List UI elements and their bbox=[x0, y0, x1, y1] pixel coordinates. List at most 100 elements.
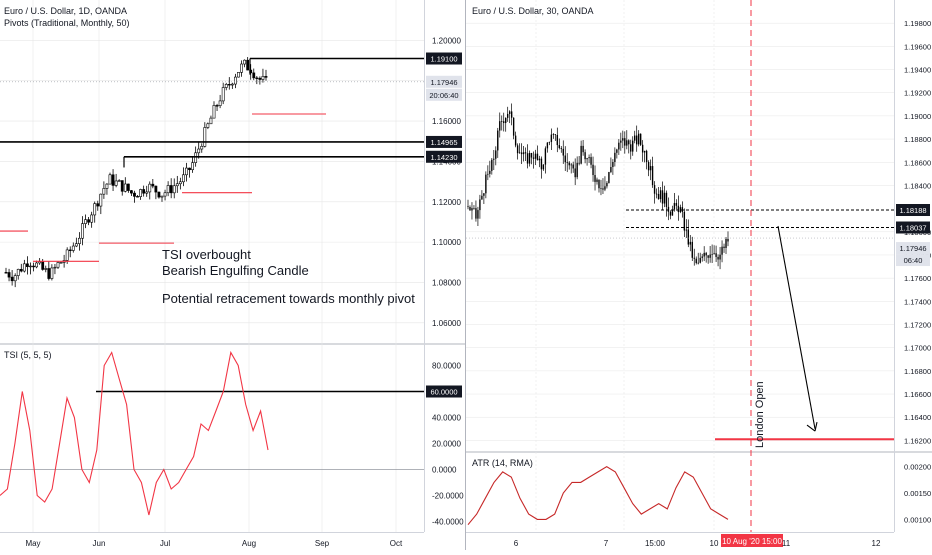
right-candle-body bbox=[540, 158, 543, 170]
left-candle-body bbox=[230, 83, 234, 86]
right-price-tick: 1.18400 bbox=[904, 181, 931, 190]
right-candle-body bbox=[661, 190, 664, 204]
left-candle-body bbox=[145, 191, 149, 194]
left-candle-body bbox=[157, 191, 161, 198]
left-candle-body bbox=[87, 219, 90, 223]
right-candle-body bbox=[556, 134, 559, 146]
annotation-line-1: TSI overbought bbox=[162, 247, 251, 262]
right-candle-body bbox=[471, 208, 473, 211]
right-price-badge: 1.18037 bbox=[899, 224, 926, 233]
right-candle-body bbox=[572, 164, 574, 169]
left-candle-body bbox=[26, 263, 29, 267]
left-candle-body bbox=[102, 188, 106, 195]
time-axis-highlight-bg bbox=[721, 534, 783, 547]
left-candle-body bbox=[56, 262, 60, 268]
left-candle-body bbox=[120, 180, 124, 192]
right-candle-body bbox=[695, 258, 697, 264]
left-candle-body bbox=[133, 192, 136, 197]
right-candle-body bbox=[663, 192, 666, 204]
right-price-tick: 1.18800 bbox=[904, 135, 931, 144]
left-candle-body bbox=[78, 237, 81, 244]
left-price-badge-bg bbox=[426, 135, 462, 148]
left-candle-body bbox=[178, 181, 182, 185]
left-indicator-title: Pivots (Traditional, Monthly, 50) bbox=[4, 18, 130, 28]
right-candle-body bbox=[628, 140, 630, 145]
left-candle-body bbox=[47, 268, 51, 279]
left-candle-body bbox=[22, 263, 26, 272]
right-price-badge-bg bbox=[896, 242, 930, 255]
atr-title: ATR (14, RMA) bbox=[472, 458, 533, 468]
right-candle-body bbox=[719, 254, 721, 260]
left-candle-body bbox=[200, 146, 204, 150]
right-candle-body bbox=[687, 229, 690, 245]
right-candle-body bbox=[536, 153, 539, 161]
right-candle-body bbox=[707, 255, 709, 258]
tsi-title: TSI (5, 5, 5) bbox=[4, 350, 52, 360]
right-candle-body bbox=[506, 113, 509, 118]
right-candle-body bbox=[514, 135, 517, 146]
left-candle-body bbox=[142, 189, 146, 194]
right-candle-body bbox=[612, 161, 614, 168]
right-candle-body bbox=[491, 159, 493, 171]
right-candle-body bbox=[620, 140, 622, 143]
left-candle-body bbox=[74, 243, 78, 247]
right-candle-body bbox=[691, 241, 693, 258]
left-time-tick: Jun bbox=[93, 539, 106, 548]
right-candle-body bbox=[721, 246, 723, 255]
left-candle-body bbox=[191, 162, 194, 171]
left-candle-body bbox=[203, 127, 207, 147]
left-price-badge: 1.14230 bbox=[430, 153, 457, 162]
right-candle-body bbox=[602, 188, 604, 190]
tsi-tick: 40.0000 bbox=[432, 414, 461, 423]
tsi-tick: 80.0000 bbox=[432, 362, 461, 371]
right-candle-body bbox=[634, 135, 636, 141]
right-price-badge: 1.18188 bbox=[899, 206, 926, 215]
right-candle-body bbox=[570, 164, 572, 166]
right-candle-body bbox=[693, 257, 695, 259]
right-candle-body bbox=[626, 140, 628, 146]
left-candle-body bbox=[215, 105, 219, 107]
left-candle-body bbox=[99, 193, 103, 207]
right-candle-body bbox=[501, 121, 503, 122]
left-candle-body bbox=[68, 249, 72, 252]
right-candle-body bbox=[578, 162, 580, 164]
left-candle-body bbox=[71, 245, 75, 251]
right-candle-body bbox=[512, 117, 515, 136]
left-price-tick: 1.12000 bbox=[432, 198, 461, 207]
left-candle-body bbox=[218, 100, 222, 106]
right-candle-body bbox=[671, 209, 674, 216]
right-time-tick: 7 bbox=[604, 539, 609, 548]
right-candle-body bbox=[653, 185, 656, 194]
left-candle-body bbox=[151, 183, 155, 187]
right-candle-body bbox=[616, 149, 618, 153]
right-candle-body bbox=[467, 206, 469, 208]
right-price-badge-bg bbox=[896, 254, 930, 267]
right-candle-body bbox=[592, 164, 594, 176]
left-candle-body bbox=[234, 76, 237, 85]
left-candle-body bbox=[246, 59, 250, 71]
right-candle-body bbox=[538, 158, 541, 161]
left-candle-body bbox=[182, 174, 185, 183]
london-open-label: London Open bbox=[754, 381, 766, 448]
right-candle-body bbox=[473, 208, 475, 209]
right-candle-body bbox=[532, 157, 535, 159]
left-candle-body bbox=[172, 185, 176, 194]
right-price-badge-bg bbox=[896, 204, 930, 217]
right-candle-body bbox=[582, 145, 584, 153]
right-price-badge: 1.17946 bbox=[899, 244, 926, 253]
right-price-tick: 1.19800 bbox=[904, 19, 931, 28]
left-candle-body bbox=[59, 262, 63, 264]
left-candle-body bbox=[261, 76, 265, 80]
left-candle-body bbox=[258, 77, 262, 80]
right-candle-body bbox=[608, 172, 610, 183]
right-candle-body bbox=[542, 164, 545, 170]
right-price-badge: 06:40 bbox=[904, 256, 923, 265]
left-chart-title: Euro / U.S. Dollar, 1D, OANDA bbox=[4, 6, 127, 16]
left-candle-body bbox=[81, 223, 84, 239]
left-candle-body bbox=[65, 249, 69, 261]
left-candle-body bbox=[224, 84, 228, 88]
right-candle-body bbox=[554, 134, 557, 135]
marks-layer bbox=[0, 0, 894, 532]
right-candle-body bbox=[544, 148, 547, 165]
